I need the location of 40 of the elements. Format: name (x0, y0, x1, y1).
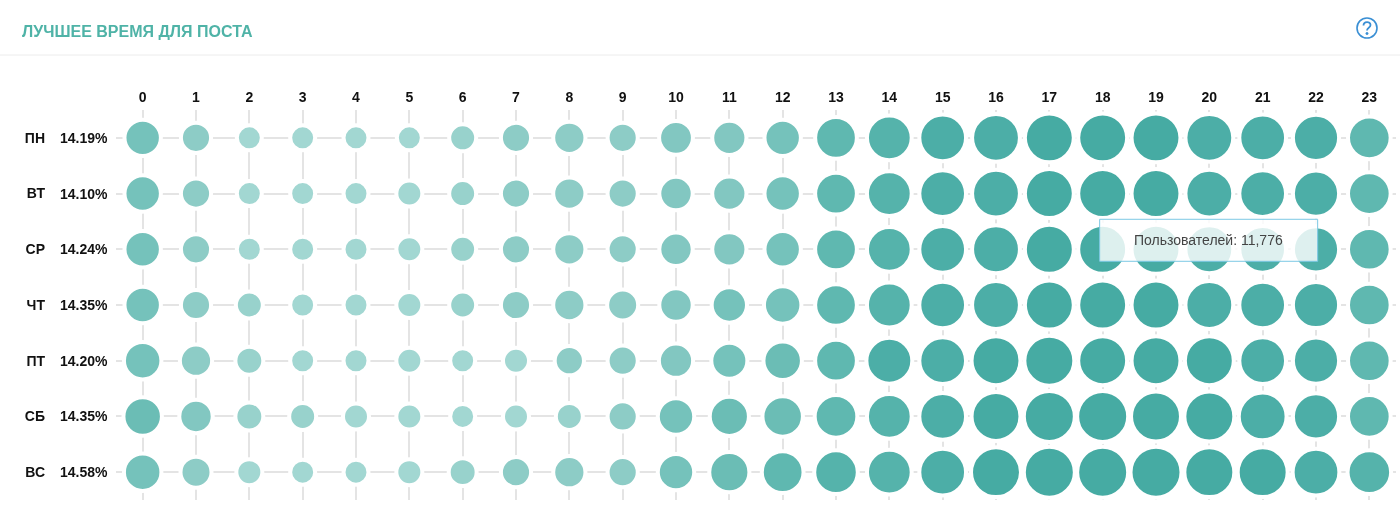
x-tick-label: 10 (668, 89, 684, 106)
y-tick-label: ПТ (26, 352, 46, 369)
y-tick-label: ВС (25, 464, 45, 481)
y-tick-label: ВТ (26, 185, 46, 202)
y2-tick-label: 14.35% (60, 408, 109, 424)
x-tick-label: 0 (138, 89, 147, 106)
x-tick-label: 4 (352, 89, 361, 106)
x-tick-label: 16 (988, 89, 1004, 106)
annotation: Пользователей: 11,776 (1134, 232, 1283, 248)
x-tick-label: 13 (828, 89, 844, 106)
x-tick-label: 18 (1094, 89, 1111, 106)
x-tick-label: 22 (1308, 89, 1324, 106)
x-tick-label: 14 (881, 89, 898, 106)
y2-tick-label: 14.58% (60, 464, 109, 480)
x-tick-label: 2 (245, 89, 254, 106)
chart-title: ЛУЧШЕЕ ВРЕМЯ ДЛЯ ПОСТА (22, 22, 253, 40)
x-tick-label: 6 (458, 89, 467, 106)
y2-tick-label: 14.35% (60, 297, 109, 313)
x-tick-label: 3 (298, 89, 307, 106)
y2-tick-label: 14.24% (60, 241, 109, 257)
x-tick-label: 21 (1254, 89, 1271, 106)
x-tick-label: 11 (721, 89, 737, 106)
x-tick-label: 17 (1041, 89, 1058, 106)
x-tick-label: 23 (1361, 89, 1378, 106)
x-tick-label: 1 (192, 89, 201, 106)
x-tick-label: 19 (1148, 89, 1164, 106)
x-tick-label: 15 (934, 89, 951, 106)
y-tick-label: ЧТ (26, 296, 46, 313)
x-tick-label: 20 (1201, 89, 1218, 106)
x-tick-label: 9 (618, 89, 627, 106)
x-tick-label: 12 (774, 89, 791, 106)
x-tick-label: 8 (565, 89, 574, 106)
y-tick-label: СБ (24, 408, 45, 425)
y2-tick-label: 14.20% (60, 353, 109, 369)
y2-tick-label: 14.10% (60, 186, 109, 202)
y-tick-label: ПН (24, 129, 45, 146)
x-tick-label: 7 (512, 89, 521, 106)
y2-tick-label: 14.19% (60, 130, 109, 146)
x-tick-label: 5 (405, 89, 414, 106)
y-tick-label: СР (25, 241, 45, 258)
